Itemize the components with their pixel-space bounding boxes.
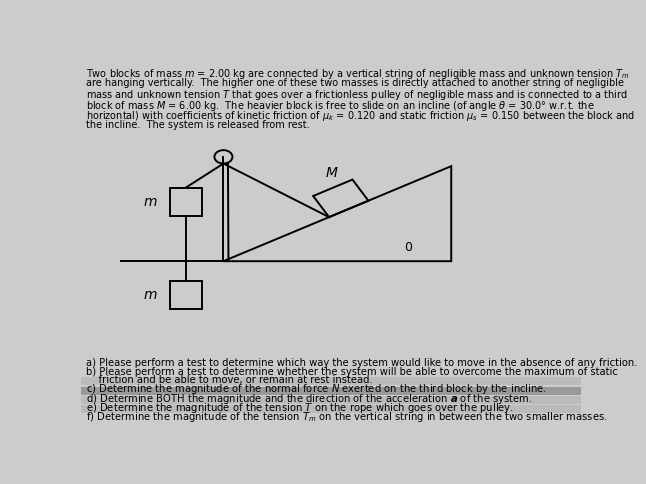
Text: $m$: $m$ [143, 287, 157, 302]
Text: Two blocks of mass $\mathit{m}$ = 2.00 kg are connected by a vertical string of : Two blocks of mass $\mathit{m}$ = 2.00 k… [86, 67, 629, 81]
Text: b) Please perform a test to determine whether the system will be able to overcom: b) Please perform a test to determine wh… [86, 367, 618, 378]
Bar [81, 396, 581, 404]
Text: are hanging vertically.  The higher one of these two masses is directly attached: are hanging vertically. The higher one o… [86, 78, 624, 88]
Text: f) Determine the magnitude of the tension $T_m$ on the vertical string in betwee: f) Determine the magnitude of the tensio… [86, 410, 607, 424]
Bar [81, 377, 581, 385]
Text: $m$: $m$ [143, 195, 157, 209]
Text: e) Determine the magnitude of the tension $T$ on the rope which goes over the pu: e) Determine the magnitude of the tensio… [86, 401, 514, 415]
Text: the incline.  The system is released from rest.: the incline. The system is released from… [86, 120, 309, 130]
Text: horizontal) with coefficients of kinetic friction of $\mu_k$ = 0.120 and static : horizontal) with coefficients of kinetic… [86, 109, 634, 123]
Text: block of mass $M$ = 6.00 kg.  The heavier block is free to slide on an incline (: block of mass $M$ = 6.00 kg. The heavier… [86, 99, 594, 113]
Text: a) Please perform a test to determine which way the system would like to move in: a) Please perform a test to determine wh… [86, 358, 637, 368]
Bar [81, 405, 581, 413]
Text: d) Determine BOTH the magnitude and the direction of the acceleration $\boldsymb: d) Determine BOTH the magnitude and the … [86, 392, 532, 406]
Bar [81, 387, 581, 395]
Bar [170, 188, 202, 215]
Text: $0$: $0$ [404, 242, 413, 255]
Text: friction and be able to move, or remain at rest instead.: friction and be able to move, or remain … [86, 375, 373, 385]
Text: mass and unknown tension $T$ that goes over a frictionless pulley of negligible : mass and unknown tension $T$ that goes o… [86, 88, 628, 102]
Bar [170, 281, 202, 309]
Text: $M$: $M$ [325, 166, 339, 180]
Text: c) Determine the magnitude of the normal force $N$ exerted on the third block by: c) Determine the magnitude of the normal… [86, 382, 547, 396]
